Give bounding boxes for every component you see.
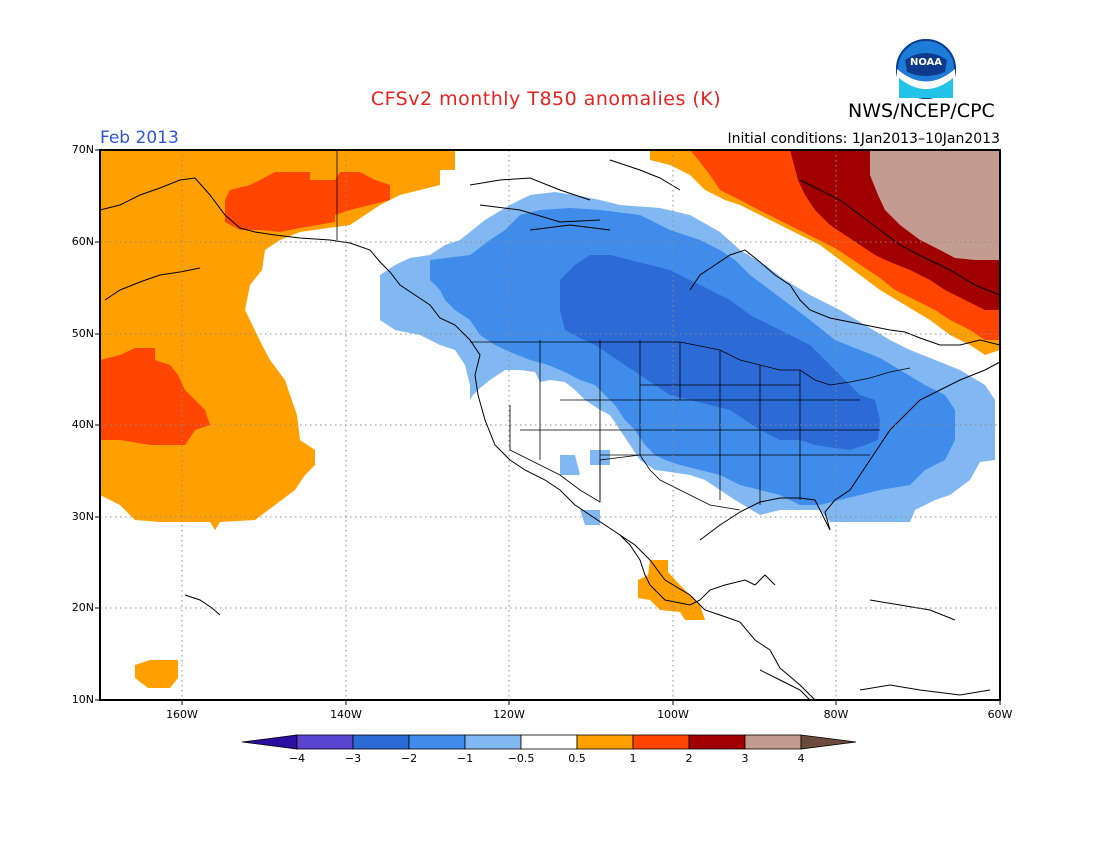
lon-label: 120W	[493, 708, 525, 721]
lon-label: 80W	[823, 708, 849, 721]
colorbar-label: 0.5	[568, 752, 586, 765]
colorbar-swatch	[576, 734, 634, 750]
colorbar-swatch	[520, 734, 578, 750]
colorbar-swatch	[352, 734, 410, 750]
lon-gridlines	[181, 150, 837, 700]
lat-label: 50N	[71, 327, 94, 340]
forecast-period: Feb 2013	[100, 128, 179, 148]
chart-title: CFSv2 monthly T850 anomalies (K)	[370, 88, 722, 110]
agency-label: NWS/NCEP/CPC	[848, 100, 995, 122]
lon-label: 140W	[330, 708, 362, 721]
warm-region-alaska-core	[225, 172, 390, 232]
lat-label: 10N	[71, 693, 94, 706]
colorbar-swatch	[296, 734, 354, 750]
colorbar-label: −1	[456, 752, 474, 765]
lon-label: 60W	[987, 708, 1013, 721]
lon-label: 160W	[166, 708, 198, 721]
lat-label: 30N	[71, 510, 94, 523]
colorbar-swatch	[744, 734, 802, 750]
coastlines	[100, 159, 1000, 700]
colorbar-label: 3	[741, 752, 749, 765]
lat-label: 70N	[71, 143, 94, 156]
colorbar-arrow-right	[800, 734, 857, 750]
colorbar-swatch	[688, 734, 746, 750]
colorbar-label: 2	[685, 752, 693, 765]
lat-label: 60N	[71, 235, 94, 248]
colorbar-label: −4	[288, 752, 306, 765]
warm-region-pacific-south	[135, 660, 178, 688]
colorbar-label: 1	[629, 752, 637, 765]
colorbar	[241, 734, 857, 750]
noaa-logo	[896, 39, 956, 99]
lat-label: 40N	[71, 418, 94, 431]
noaa-logo-text: NOAA	[909, 57, 943, 68]
colorbar-label: −3	[344, 752, 362, 765]
colorbar-label: −2	[400, 752, 418, 765]
colorbar-swatch	[632, 734, 690, 750]
colorbar-arrow-left	[241, 734, 298, 750]
warm-region-atlantic-4	[870, 150, 1000, 260]
axis-ticks	[95, 149, 1001, 705]
colorbar-label: −0.5	[507, 752, 535, 765]
colorbar-label: 4	[797, 752, 805, 765]
colorbar-swatch	[464, 734, 522, 750]
cold-region-light-sw	[560, 450, 610, 525]
lat-label: 20N	[71, 601, 94, 614]
borders	[336, 150, 911, 511]
colorbar-swatch	[408, 734, 466, 750]
initial-conditions: Initial conditions: 1Jan2013–10Jan2013	[727, 131, 1000, 147]
lon-label: 100W	[657, 708, 689, 721]
lat-gridlines	[100, 241, 1000, 609]
